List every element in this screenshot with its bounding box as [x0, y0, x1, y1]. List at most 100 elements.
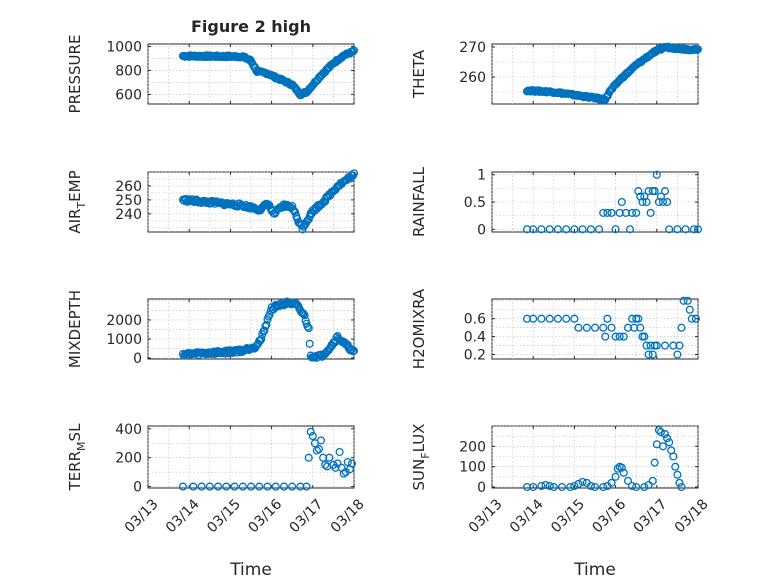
terr_msl-data-point: [205, 482, 214, 491]
h2omixra-data-point: [545, 314, 554, 323]
h2omixra-ytick-label: 0.6: [464, 312, 486, 328]
pressure-data-point: [348, 47, 358, 56]
h2omixra-data-point: [691, 314, 700, 323]
sun_flux-data-point: [648, 476, 657, 485]
rainfall-data-point: [595, 225, 604, 234]
sun_flux-data-point: [623, 476, 633, 485]
rainfall-data-point: [603, 208, 612, 217]
h2omixra-data-point: [623, 323, 633, 332]
h2omixra-data-point: [607, 323, 616, 332]
subplot-h2omixra: 0.2 0.4 0.6 H2OMIXRA: [410, 288, 700, 369]
sun_flux-data-point: [599, 482, 608, 492]
h2omixra-data-point: [675, 341, 684, 350]
rainfall-data-point: [599, 208, 608, 217]
terr_msl-data-point: [271, 482, 280, 491]
h2omixra-data-point: [683, 296, 692, 305]
sun_flux-xtick-label: 03/18: [672, 496, 712, 536]
sun_flux-xtick-label: 03/16: [589, 496, 629, 536]
h2omixra-data-point: [634, 314, 643, 323]
h2omixra-data-point: [648, 350, 657, 359]
theta-data-point: [693, 45, 703, 54]
theta-ytick-label: 260: [459, 70, 486, 86]
rainfall-data-point: [652, 170, 661, 179]
rainfall-data-point: [673, 225, 682, 234]
sun_flux-ytick-label: 100: [459, 460, 486, 476]
terr_msl-data-point: [316, 436, 326, 445]
sun_flux-data-point: [529, 482, 538, 492]
h2omixra-data-point: [590, 323, 600, 332]
air_temp-data-point: [349, 169, 359, 178]
terr_msl-data-point: [197, 482, 206, 491]
sun_flux-data-point: [654, 426, 663, 435]
mixdepth-data-point: [304, 324, 313, 333]
rainfall-data-point: [663, 197, 672, 207]
terr_msl-data-point: [213, 482, 223, 491]
sun_flux-data-point: [656, 428, 665, 437]
terr_msl-data-point: [347, 459, 356, 468]
h2omixra-data-point: [636, 323, 645, 332]
rainfall-ytick-label: 1: [477, 168, 486, 184]
rainfall-data-point: [570, 225, 579, 234]
sun_flux-data-point: [545, 481, 554, 491]
terr_msl-data-point: [304, 453, 313, 462]
subplot-sun_flux: 03/13 03/14 03/15 03/16 03/17 03/18 0 100 200 SUN…: [410, 424, 712, 580]
rainfall-data-point: [625, 225, 635, 234]
mixdepth-data-point: [300, 311, 309, 320]
theta-ytick-label: 270: [459, 40, 486, 56]
rainfall-data-point: [689, 225, 698, 234]
terr_msl-ytick-label: 0: [133, 480, 142, 496]
rainfall-data-point: [537, 225, 546, 234]
pressure-data-point: [298, 89, 307, 98]
mixdepth-data-point: [261, 322, 270, 331]
air_temp-ytick-label: 250: [115, 193, 142, 209]
sun_flux-data-point: [671, 462, 680, 471]
mixdepth-ytick-label: 0: [133, 351, 142, 367]
mixdepth-ytick-label: 1000: [106, 332, 142, 348]
sun_flux-data-point: [566, 482, 575, 492]
figure-title: Figure 2 high: [191, 17, 311, 36]
mixdepth-data-point: [262, 320, 271, 329]
h2omixra-ytick-label: 0.2: [464, 348, 486, 364]
h2omixra-data-point: [640, 332, 649, 341]
sun_flux-ytick-label: 200: [459, 439, 486, 455]
terr_msl-data-point: [178, 482, 188, 491]
terr_msl-ytick-label: 200: [115, 451, 142, 467]
rainfall-data-point: [660, 187, 670, 196]
terr_msl-data-point: [230, 482, 239, 491]
terr_msl-data-point: [333, 459, 342, 468]
sun_flux-data-point: [675, 478, 684, 487]
h2omixra-plot-area: [491, 298, 699, 360]
terr_msl-data-point: [306, 427, 315, 436]
pressure-ytick-label: 800: [115, 63, 142, 79]
sun_flux-data-point: [619, 468, 628, 477]
rainfall-data-point: [529, 225, 538, 234]
pressure-ytick-label: 600: [115, 87, 142, 103]
terr_msl-data-point: [288, 482, 297, 491]
subplot-pressure: 600 800 1000 PRESSURE Figure 2 high: [66, 17, 359, 113]
terr_msl-data-point: [335, 447, 344, 457]
h2omixra-data-point: [529, 314, 538, 323]
terr_msl-data-point: [314, 445, 324, 454]
sun_flux-data-point: [673, 470, 682, 479]
rainfall-data-point: [562, 225, 571, 234]
h2omixra-data-point: [603, 314, 612, 323]
rainfall-data-point: [578, 225, 587, 234]
mixdepth-data-point: [349, 346, 359, 355]
h2omixra-data-point: [582, 323, 591, 332]
h2omixra-data-point: [687, 314, 696, 323]
terr_msl-ytick-label: 400: [115, 422, 142, 438]
terr_msl-data-point: [255, 482, 264, 491]
terr_msl-xtick-label: 03/15: [204, 496, 244, 536]
sun_flux-xtick-label: 03/13: [466, 496, 506, 536]
h2omixra-data-point: [570, 314, 579, 323]
air_temp-data-point: [290, 207, 299, 216]
sun_flux-data-point: [590, 482, 600, 492]
terr_msl-xtick-label: 03/14: [163, 496, 203, 536]
terr_msl-data-point: [339, 469, 348, 478]
terr_msl-ylabel: TERRMSL: [66, 423, 88, 492]
sun_flux-data-point: [658, 442, 668, 451]
sun_flux-xtick-label: 03/15: [548, 496, 588, 536]
h2omixra-data-point: [601, 332, 610, 341]
terr_msl-data-point: [302, 482, 311, 491]
mixdepth-data-point: [299, 309, 308, 318]
